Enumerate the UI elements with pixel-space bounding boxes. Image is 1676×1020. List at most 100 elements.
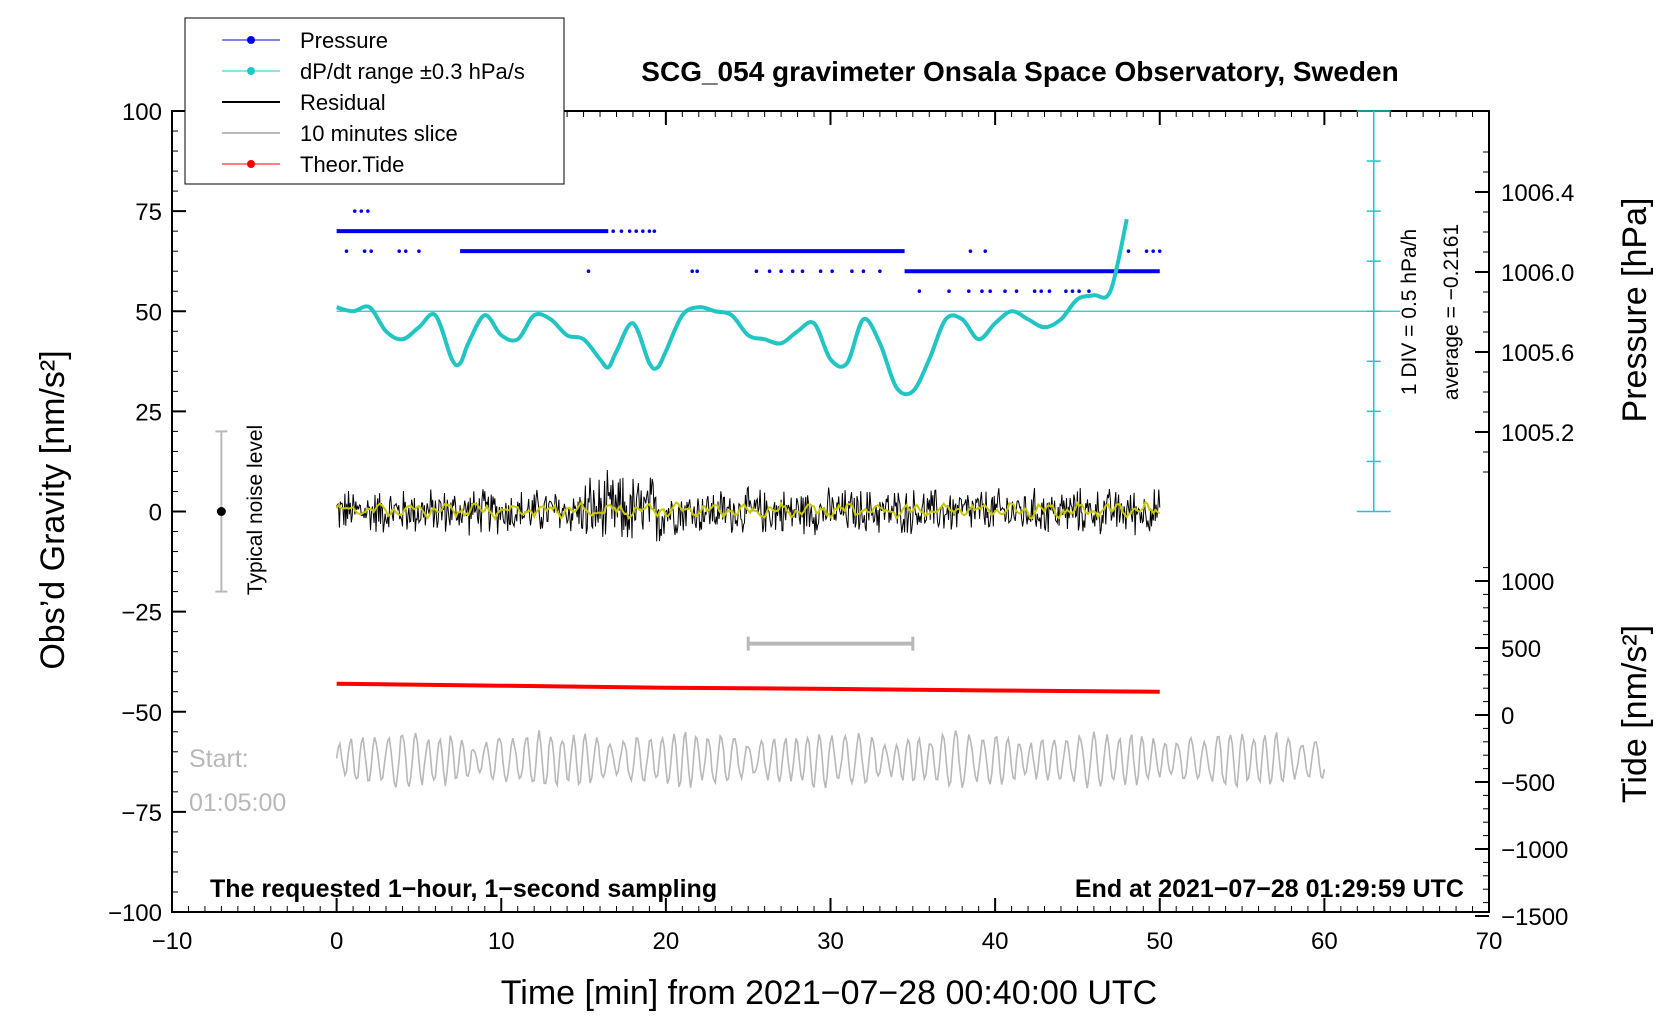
y-tick-label: −100	[108, 900, 162, 927]
pressure-point	[947, 289, 951, 294]
pressure-point	[767, 269, 772, 274]
pressure-point	[968, 249, 973, 253]
pressure-point	[690, 269, 695, 274]
tide-tick-label: 0	[1501, 703, 1514, 730]
pressure-point	[790, 269, 795, 274]
pressure-point	[362, 249, 367, 253]
axes: −10 0 10 20 30 40 50 60 701007550250−25−50−75−10…	[108, 99, 1574, 955]
noise-level-label: Typical noise level	[244, 425, 267, 595]
pressure-point	[779, 269, 783, 274]
pressure-point	[369, 249, 373, 253]
x-tick-label: 30	[817, 928, 844, 955]
pressure-point	[800, 269, 805, 274]
residual-series-line	[336, 469, 1161, 542]
pressure-point	[878, 269, 882, 274]
x-tick-label: 60	[1311, 928, 1338, 955]
pressure-point	[647, 229, 652, 233]
pressure-point	[988, 289, 992, 294]
x-tick-label: 0	[330, 928, 343, 955]
x-tick-label: 70	[1476, 928, 1503, 955]
pressure-point	[1126, 249, 1131, 253]
y-tick-label: 25	[135, 399, 162, 426]
y-tick-label: 0	[149, 500, 162, 527]
pressure-point	[1064, 289, 1068, 294]
tide-series-line	[336, 681, 1160, 694]
pressure-point	[861, 269, 866, 274]
tide-tick-label: 1000	[1501, 569, 1554, 596]
legend-dot-dpdt	[247, 67, 255, 75]
start-label: Start:	[189, 745, 249, 773]
pressure-tick-label: 1005.6	[1501, 340, 1574, 367]
pressure-point	[344, 249, 349, 253]
legend-label-pressure: Pressure	[300, 28, 388, 53]
noise-level-dot	[216, 507, 226, 516]
x-tick-label: −10	[152, 928, 193, 955]
pressure-point	[641, 229, 645, 233]
legend-item-pressure: Pressure	[222, 28, 388, 53]
y-axis-label: Obs’d Gravity [nm/s²]	[34, 350, 72, 669]
pressure-point	[397, 249, 401, 253]
pressure-point	[417, 249, 421, 253]
dpdt-average-label: average = −0.2161	[1440, 224, 1463, 400]
y-tick-label: −75	[121, 800, 162, 827]
pressure-point	[366, 209, 370, 213]
pressure-point	[1039, 289, 1044, 294]
pressure-point	[1077, 289, 1081, 294]
tide-tick-label: −1500	[1501, 904, 1568, 931]
sampling-note: The requested 1−hour, 1−second sampling	[210, 875, 717, 903]
pressure-point	[634, 229, 639, 233]
pressure-tick-label: 1005.2	[1501, 420, 1574, 447]
y-tick-label: 50	[135, 299, 162, 326]
tide-axis-label: Tide [nm/s²]	[1616, 625, 1654, 803]
x-tick-label: 40	[982, 928, 1009, 955]
tide-tick-label: −1000	[1501, 837, 1568, 864]
pressure-point	[1003, 289, 1007, 294]
tide-tick-label: −500	[1501, 770, 1555, 797]
y-tick-label: 100	[122, 99, 162, 126]
x-tick-label: 20	[653, 928, 680, 955]
pressure-tick-label: 1006.0	[1501, 260, 1574, 287]
pressure-axis-label: Pressure [hPa]	[1616, 198, 1654, 423]
pressure-point	[1087, 289, 1091, 294]
pressure-point	[586, 269, 591, 274]
pressure-point	[830, 269, 834, 274]
pressure-point	[1014, 289, 1019, 294]
residual-smooth-line	[335, 500, 1161, 522]
legend-label-dpdt: dP/dt range ±0.3 hPa/s	[300, 59, 525, 84]
y-tick-label: −25	[121, 600, 162, 627]
pressure-point	[850, 269, 854, 274]
legend-item-residual: Residual	[222, 90, 386, 115]
pressure-point	[1047, 289, 1052, 294]
pressure-point	[966, 289, 971, 294]
y-tick-label: −50	[121, 700, 162, 727]
x-axis-label: Time [min] from 2021−07−28 00:40:00 UTC	[501, 974, 1157, 1012]
pressure-tick-label: 1006.4	[1501, 180, 1574, 207]
pressure-point	[352, 209, 357, 213]
pressure-point	[1070, 289, 1075, 294]
x-tick-label: 10	[488, 928, 515, 955]
legend-label-slice: 10 minutes slice	[300, 121, 458, 146]
pressure-point	[695, 269, 699, 274]
pressure-point	[403, 249, 408, 253]
y-tick-label: 75	[135, 199, 162, 226]
start-time: 01:05:00	[189, 789, 286, 817]
pressure-point	[359, 209, 364, 213]
slice-series-line	[335, 730, 1326, 789]
pressure-point	[611, 229, 615, 233]
series-layer	[215, 110, 1401, 789]
pressure-point	[627, 229, 632, 233]
legend-dot-tide	[247, 160, 255, 168]
legend-dot-pressure	[247, 36, 255, 44]
dpdt-scale-label: 1 DIV = 0.5 hPa/h	[1398, 229, 1421, 395]
legend-label-residual: Residual	[300, 90, 386, 115]
end-time-note: End at 2021−07−28 01:29:59 UTC	[1075, 875, 1464, 903]
pressure-point	[754, 269, 759, 274]
pressure-point	[1144, 249, 1149, 253]
dpdt-series-line	[336, 218, 1129, 397]
legend: Pressure dP/dt range ±0.3 hPa/s Residual…	[184, 17, 565, 185]
legend-item-slice: 10 minutes slice	[222, 121, 458, 146]
legend-label-tide: Theor.Tide	[300, 152, 404, 177]
pressure-point	[619, 229, 624, 233]
pressure-point	[1151, 249, 1155, 253]
